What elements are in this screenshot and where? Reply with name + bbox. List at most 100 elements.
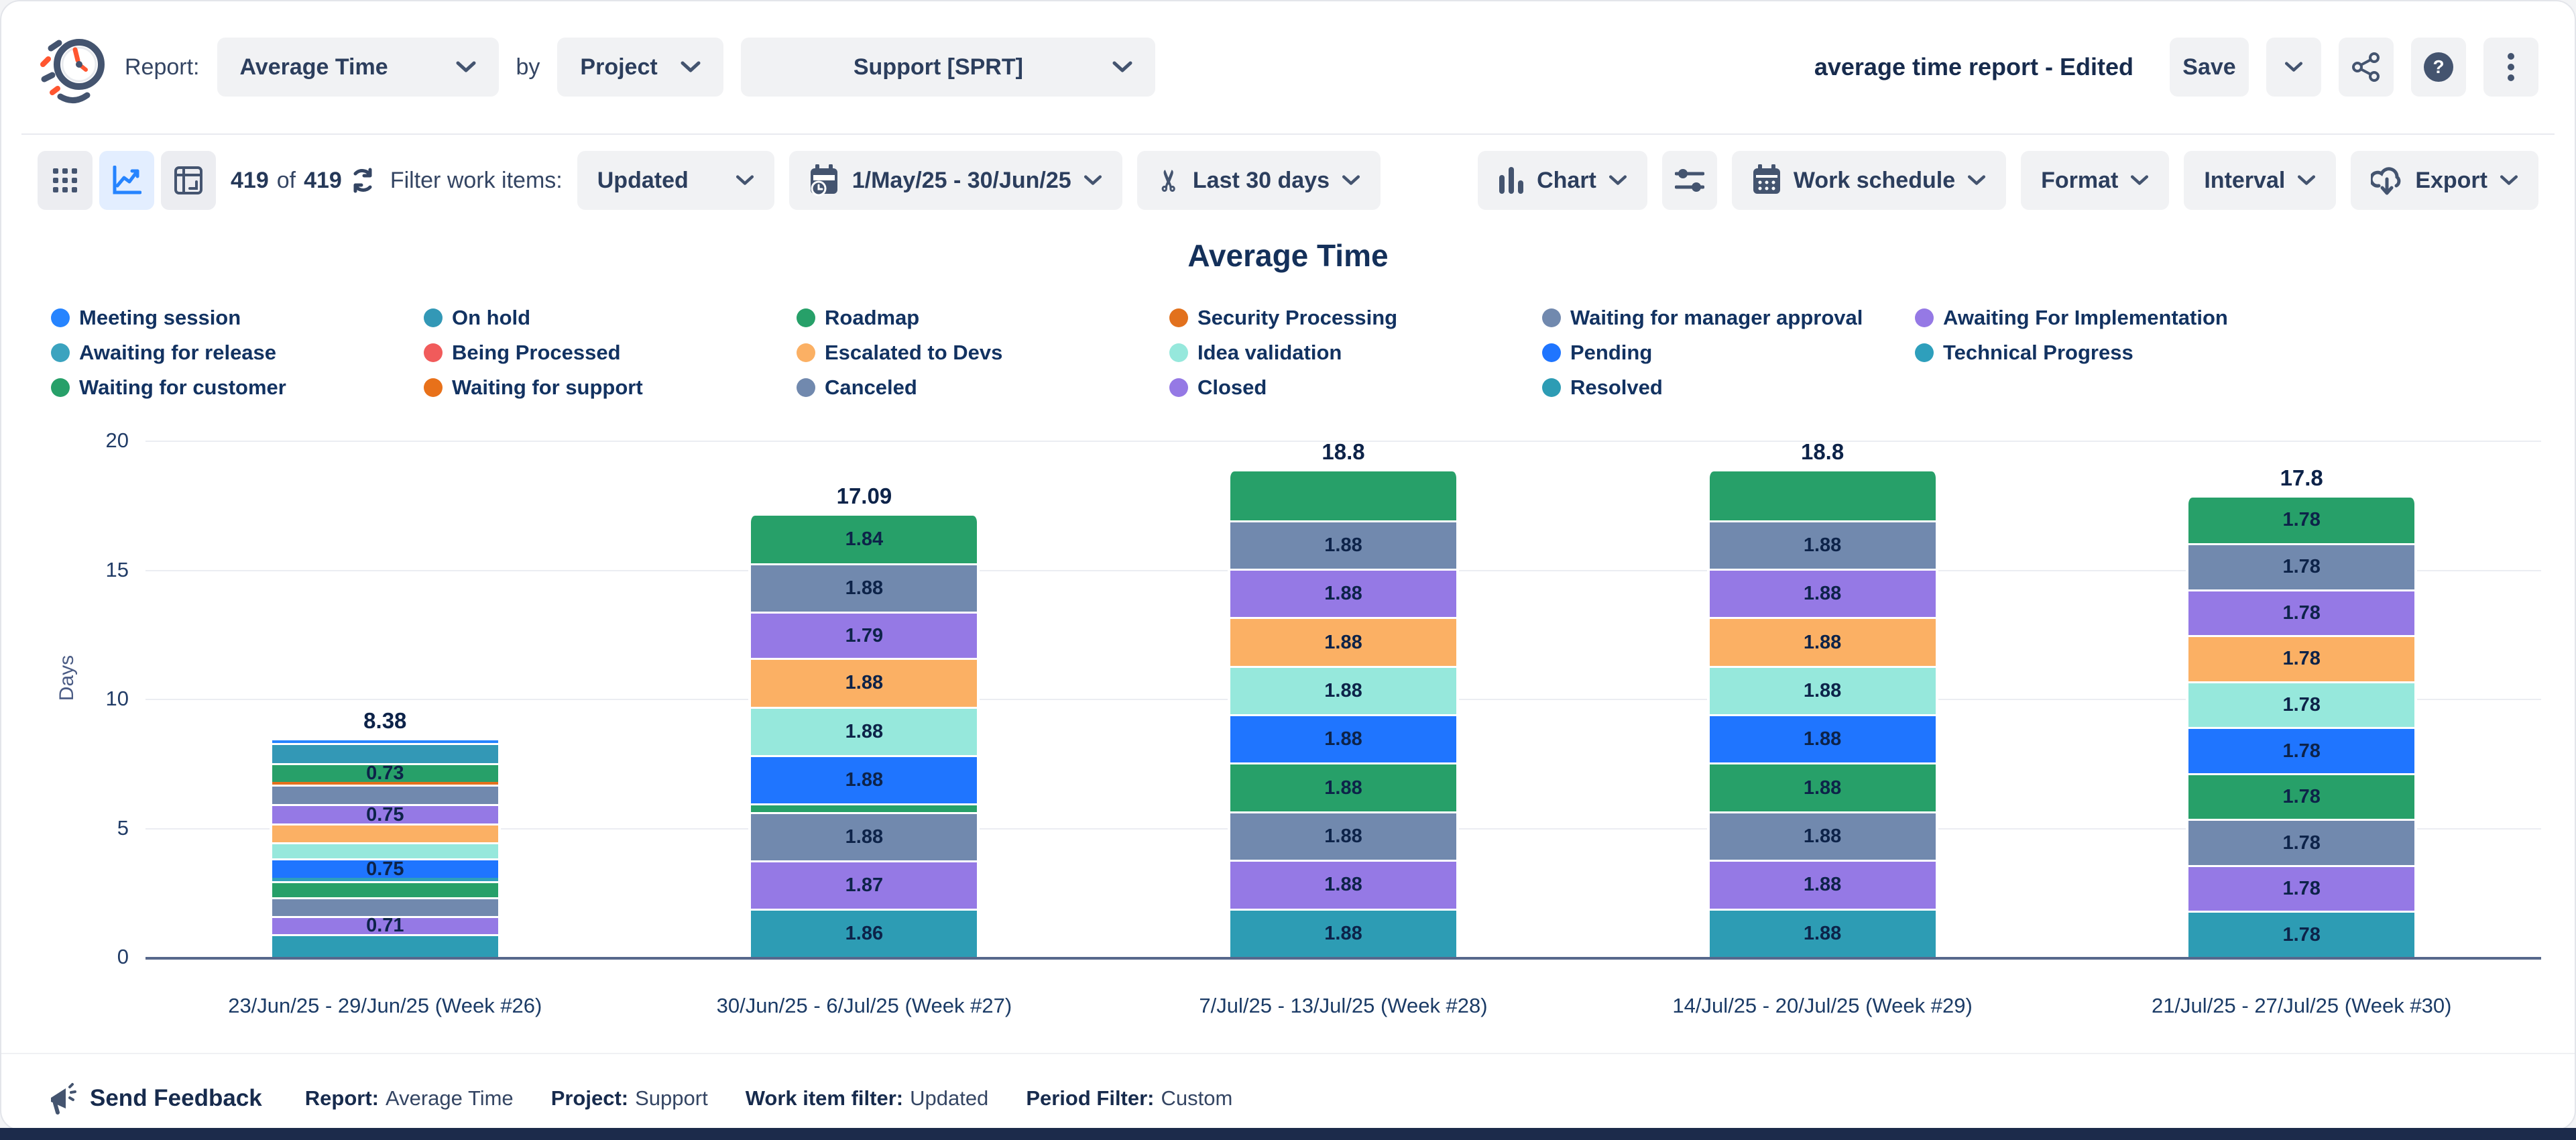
save-options-button[interactable]: [2266, 38, 2321, 97]
bar-segment-idea-validation[interactable]: [269, 842, 501, 859]
bar-segment-waiting-for-customer[interactable]: 1.88: [1706, 762, 1938, 811]
bar-segment-canceled[interactable]: [269, 897, 501, 916]
work-schedule-button[interactable]: Work schedule: [1731, 151, 2007, 210]
bar-segment-closed[interactable]: 1.88: [1706, 860, 1938, 909]
legend-item-roadmap[interactable]: Roadmap: [797, 303, 1169, 333]
legend-item-waiting-for-support[interactable]: Waiting for support: [424, 373, 797, 402]
bar-segment-value: 1.78: [2282, 648, 2321, 670]
legend-item-waiting-for-customer[interactable]: Waiting for customer: [51, 373, 424, 402]
bar-segment-awaiting-for-implementation[interactable]: 1.78: [2186, 589, 2418, 636]
bar-segment-closed[interactable]: 1.78: [2186, 864, 2418, 911]
bar-segment-resolved[interactable]: 1.88: [1228, 908, 1459, 957]
bar-segment-closed[interactable]: 0.71: [269, 915, 501, 935]
bar-segment-escalated-to-devs[interactable]: [269, 823, 501, 842]
bar-segment-waiting-for-customer[interactable]: [269, 880, 501, 897]
send-feedback-button[interactable]: Send Feedback: [48, 1082, 262, 1115]
bar-segment-awaiting-for-implementation[interactable]: 1.88: [1706, 568, 1938, 618]
bar-segment-roadmap[interactable]: 0.73: [269, 763, 501, 783]
legend-item-awaiting-for-implementation[interactable]: Awaiting For Implementation: [1915, 303, 2288, 333]
bar-segment-canceled[interactable]: 1.88: [1228, 811, 1459, 860]
legend-swatch-icon: [797, 378, 815, 397]
bar-segment-roadmap[interactable]: [1706, 471, 1938, 520]
bar-segment-escalated-to-devs[interactable]: 1.78: [2186, 635, 2418, 681]
bar-segment-security-processing[interactable]: [269, 782, 501, 785]
report-select[interactable]: Average Time: [217, 38, 499, 97]
bar-segment-resolved[interactable]: 1.88: [1706, 908, 1938, 957]
legend-item-meeting-session[interactable]: Meeting session: [51, 303, 424, 333]
bar-segment-pending[interactable]: 1.88: [748, 754, 980, 804]
legend-item-pending[interactable]: Pending: [1542, 338, 1915, 367]
bar-segment-waiting-for-manager-approval[interactable]: 1.88: [1228, 520, 1459, 569]
legend-item-awaiting-for-release[interactable]: Awaiting for release: [51, 338, 424, 367]
bar-segment-closed[interactable]: 1.88: [1228, 860, 1459, 909]
refresh-icon[interactable]: [350, 167, 375, 194]
share-button[interactable]: [2339, 38, 2394, 97]
chart-type-button[interactable]: Chart: [1478, 151, 1647, 210]
legend-item-technical-progress[interactable]: Technical Progress: [1915, 338, 2288, 367]
bar-segment-canceled[interactable]: 1.88: [1706, 811, 1938, 860]
bar-segment-awaiting-for-implementation[interactable]: 0.75: [269, 804, 501, 824]
interval-button[interactable]: Interval: [2184, 151, 2337, 210]
quick-range-button[interactable]: ✂ Last 30 days: [1136, 151, 1381, 210]
bar-segment-pending[interactable]: 1.88: [1706, 714, 1938, 763]
filter-label: Filter work items:: [390, 167, 563, 193]
grid-view-button[interactable]: [38, 151, 93, 210]
bar-segment-meeting-session[interactable]: [269, 740, 501, 744]
chart-settings-button[interactable]: [1661, 151, 1717, 210]
filter-field-select[interactable]: Updated: [577, 151, 774, 210]
legend-item-closed[interactable]: Closed: [1169, 373, 1542, 402]
bar-segment-canceled[interactable]: 1.78: [2186, 819, 2418, 865]
bar-segment-escalated-to-devs[interactable]: 1.88: [1706, 617, 1938, 666]
legend-item-security-processing[interactable]: Security Processing: [1169, 303, 1542, 333]
legend-item-idea-validation[interactable]: Idea validation: [1169, 338, 1542, 367]
group-by-select[interactable]: Project: [557, 38, 724, 97]
legend-item-canceled[interactable]: Canceled: [797, 373, 1169, 402]
bar-segment-idea-validation[interactable]: 1.88: [1228, 665, 1459, 715]
bar-segment-value: 1.88: [1324, 728, 1362, 750]
save-button[interactable]: Save: [2170, 38, 2249, 97]
bar-segment-pending[interactable]: 0.75: [269, 858, 501, 878]
bar-segment-awaiting-for-implementation[interactable]: 1.88: [1228, 568, 1459, 618]
bar-segment-technical-progress[interactable]: [269, 878, 501, 881]
format-button[interactable]: Format: [2021, 151, 2170, 210]
legend-item-on-hold[interactable]: On hold: [424, 303, 797, 333]
bar-segment-value: 1.88: [1324, 679, 1362, 701]
legend-item-being-processed[interactable]: Being Processed: [424, 338, 797, 367]
bar-segment-waiting-for-manager-approval[interactable]: 1.88: [1706, 520, 1938, 569]
bar-segment-resolved[interactable]: 1.78: [2186, 911, 2418, 957]
legend-item-escalated-to-devs[interactable]: Escalated to Devs: [797, 338, 1169, 367]
bar-segment-value: 1.88: [1803, 631, 1842, 653]
bar-segment-waiting-for-manager-approval[interactable]: 1.78: [2186, 543, 2418, 589]
bar-segment-on-hold[interactable]: [269, 743, 501, 764]
bar-segment-canceled[interactable]: 1.88: [748, 811, 980, 861]
bar-segment-idea-validation[interactable]: 1.88: [748, 706, 980, 755]
bar-segment-waiting-for-manager-approval[interactable]: 1.88: [748, 563, 980, 612]
legend-item-resolved[interactable]: Resolved: [1542, 373, 1915, 402]
bar-segment-resolved[interactable]: [269, 934, 501, 957]
bar-segment-resolved[interactable]: 1.86: [748, 909, 980, 957]
pivot-view-button[interactable]: [161, 151, 216, 210]
bar-segment-roadmap[interactable]: 1.78: [2186, 497, 2418, 544]
export-button[interactable]: Export: [2351, 151, 2538, 210]
bar-segment-waiting-for-customer[interactable]: [748, 803, 980, 812]
bar-segment-waiting-for-customer[interactable]: 1.88: [1228, 762, 1459, 811]
help-button[interactable]: ?: [2411, 38, 2466, 97]
bar-segment-roadmap[interactable]: 1.84: [748, 516, 980, 563]
bar-segment-pending[interactable]: 1.78: [2186, 727, 2418, 773]
bar-segment-escalated-to-devs[interactable]: 1.88: [1228, 617, 1459, 666]
date-range-button[interactable]: 1/May/25 - 30/Jun/25: [788, 151, 1122, 210]
more-options-button[interactable]: [2483, 38, 2538, 97]
bar-segment-roadmap[interactable]: [1228, 471, 1459, 520]
bar-segment-escalated-to-devs[interactable]: 1.88: [748, 658, 980, 707]
bar-segment-waiting-for-customer[interactable]: 1.78: [2186, 773, 2418, 819]
legend-item-waiting-for-manager-approval[interactable]: Waiting for manager approval: [1542, 303, 1915, 333]
bar-segment-idea-validation[interactable]: 1.78: [2186, 681, 2418, 728]
bar-segment-awaiting-for-implementation[interactable]: 1.79: [748, 612, 980, 659]
chart-view-button[interactable]: [99, 151, 154, 210]
bar-segment-waiting-for-manager-approval[interactable]: [269, 784, 501, 805]
project-select[interactable]: Support [SPRT]: [741, 38, 1156, 97]
legend-swatch-icon: [1169, 343, 1188, 362]
bar-segment-closed[interactable]: 1.87: [748, 860, 980, 909]
bar-segment-pending[interactable]: 1.88: [1228, 714, 1459, 763]
bar-segment-idea-validation[interactable]: 1.88: [1706, 665, 1938, 715]
